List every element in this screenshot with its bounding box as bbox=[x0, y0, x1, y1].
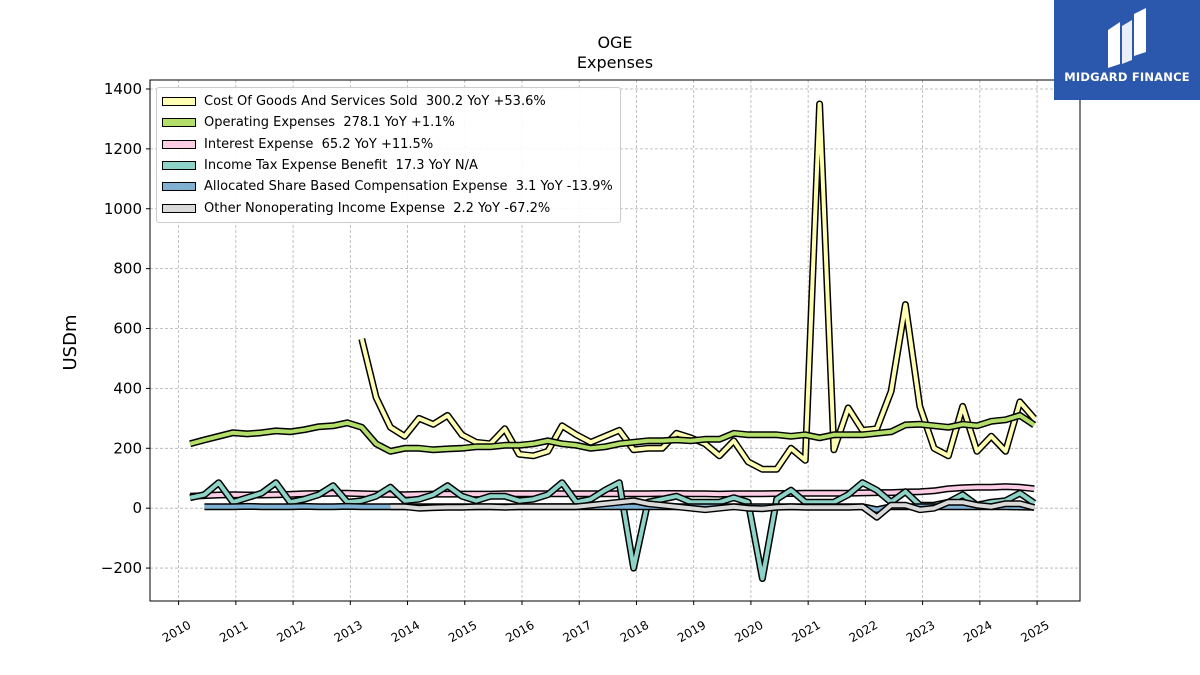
chart-title: OGE bbox=[597, 33, 633, 52]
y-tick-label: 1200 bbox=[104, 140, 142, 158]
y-tick-label: −200 bbox=[101, 559, 142, 577]
x-tick-label: 2020 bbox=[732, 618, 765, 645]
y-tick-label: 200 bbox=[113, 439, 142, 457]
plot-frame bbox=[149, 79, 1081, 602]
y-tick-label: 1400 bbox=[104, 80, 142, 98]
legend-label: Operating Expenses 278.1 YoY +1.1% bbox=[204, 115, 455, 131]
x-tick-label: 2012 bbox=[274, 618, 307, 645]
legend-swatch bbox=[162, 161, 196, 171]
legend-item: Operating Expenses 278.1 YoY +1.1% bbox=[162, 112, 613, 133]
x-tick-label: 2021 bbox=[789, 618, 822, 645]
brand-logo: MIDGARD FINANCE bbox=[1054, 0, 1200, 100]
chart-subtitle: Expenses bbox=[576, 53, 654, 72]
legend-swatch bbox=[162, 97, 196, 107]
x-tick-label: 2017 bbox=[561, 618, 594, 645]
legend-item: Interest Expense 65.2 YoY +11.5% bbox=[162, 134, 613, 155]
series-line-2 bbox=[190, 484, 1035, 499]
legend-item: Allocated Share Based Compensation Expen… bbox=[162, 176, 613, 197]
x-tick-label: 2025 bbox=[1018, 618, 1051, 645]
legend-swatch bbox=[162, 182, 196, 192]
y-tick-label: 400 bbox=[113, 379, 142, 397]
x-tick-label: 2023 bbox=[904, 618, 937, 645]
legend-swatch bbox=[162, 203, 196, 213]
x-tick-label: 2016 bbox=[503, 618, 536, 645]
x-tick-label: 2011 bbox=[217, 618, 250, 645]
series-line-5 bbox=[390, 498, 1035, 520]
x-tick-label: 2013 bbox=[332, 618, 365, 645]
brand-mark-icon bbox=[1108, 8, 1146, 68]
series-line-1 bbox=[189, 413, 1036, 454]
series-line-3 bbox=[189, 480, 1036, 581]
y-tick-label: 1000 bbox=[104, 200, 142, 218]
y-tick-label: 600 bbox=[113, 320, 142, 338]
x-tick-label: 2022 bbox=[847, 618, 880, 645]
legend-label: Other Nonoperating Income Expense 2.2 Yo… bbox=[204, 200, 551, 216]
y-tick-label: 0 bbox=[132, 499, 142, 517]
legend-label: Income Tax Expense Benefit 17.3 YoY N/A bbox=[204, 158, 478, 174]
legend-label: Cost Of Goods And Services Sold 300.2 Yo… bbox=[204, 94, 546, 110]
legend-label: Interest Expense 65.2 YoY +11.5% bbox=[204, 136, 434, 152]
legend-item: Cost Of Goods And Services Sold 300.2 Yo… bbox=[162, 91, 613, 112]
legend-swatch bbox=[162, 139, 196, 149]
x-tick-label: 2024 bbox=[961, 618, 994, 645]
x-tick-label: 2019 bbox=[675, 618, 708, 645]
legend-item: Other Nonoperating Income Expense 2.2 Yo… bbox=[162, 197, 613, 218]
x-tick-label: 2018 bbox=[618, 618, 651, 645]
legend-swatch bbox=[162, 118, 196, 128]
x-tick-label: 2014 bbox=[389, 618, 422, 645]
legend-item: Income Tax Expense Benefit 17.3 YoY N/A bbox=[162, 155, 613, 176]
x-tick-label: 2010 bbox=[160, 618, 193, 645]
legend-label: Allocated Share Based Compensation Expen… bbox=[204, 179, 613, 195]
y-axis-label: USDm bbox=[60, 315, 81, 371]
y-tick-label: 800 bbox=[113, 260, 142, 278]
x-tick-label: 2015 bbox=[446, 618, 479, 645]
brand-name: MIDGARD FINANCE bbox=[1064, 70, 1190, 84]
chart-legend: Cost Of Goods And Services Sold 300.2 Yo… bbox=[156, 87, 621, 223]
